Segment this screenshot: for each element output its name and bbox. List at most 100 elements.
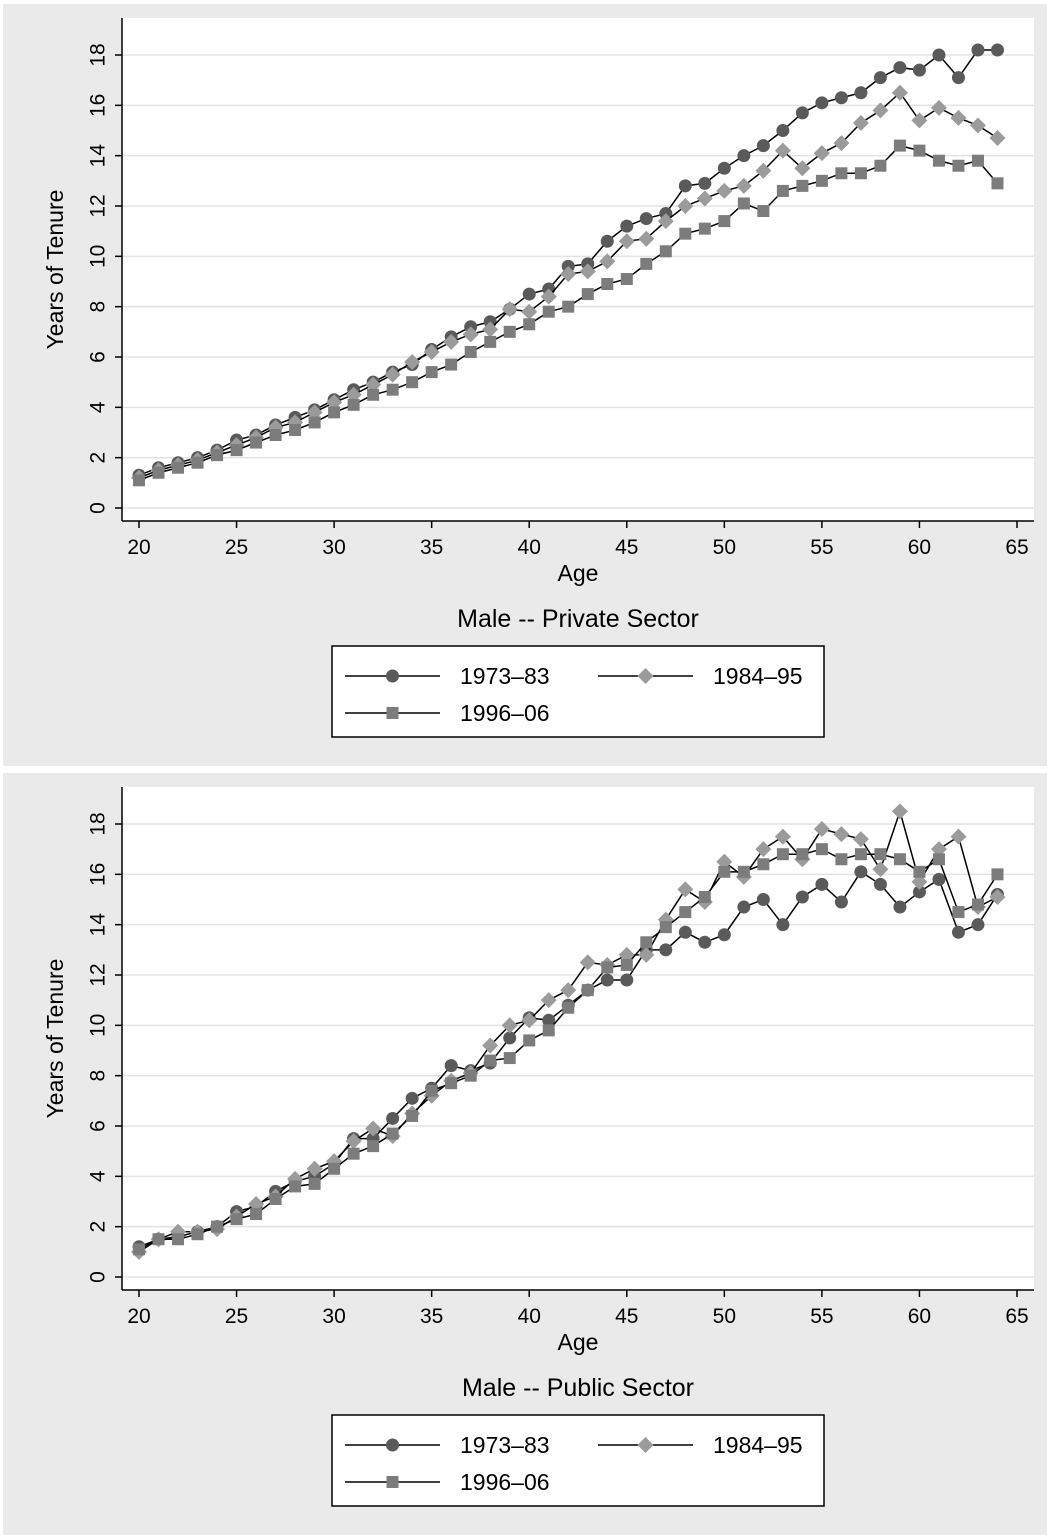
data-point-square (406, 376, 419, 389)
data-point-square (679, 906, 692, 919)
data-point-circle (503, 1031, 517, 1045)
x-tick-label: 35 (420, 536, 443, 559)
data-point-square (425, 1084, 438, 1097)
data-point-square (152, 466, 165, 479)
data-point-square (815, 843, 828, 856)
data-point-circle (678, 179, 692, 193)
data-point-circle (912, 885, 926, 899)
data-point-square (640, 936, 653, 949)
y-tick-label: 4 (87, 1170, 110, 1182)
data-point-square (835, 167, 848, 180)
data-point-square (776, 184, 789, 197)
y-tick-label: 2 (87, 452, 110, 464)
data-point-square (757, 858, 770, 871)
data-point-square (308, 416, 321, 429)
data-point-circle (893, 900, 907, 914)
y-tick-label: 14 (87, 144, 110, 168)
data-point-circle (873, 71, 887, 85)
data-point-square (503, 1052, 516, 1065)
x-tick-label: 25 (225, 1305, 248, 1328)
data-point-diamond (950, 828, 967, 845)
legend-label: 1973–83 (460, 663, 550, 689)
data-point-circle (639, 212, 653, 226)
data-point-square (815, 174, 828, 187)
data-point-square (367, 388, 380, 401)
data-point-circle (620, 219, 634, 233)
data-point-diamond (443, 333, 460, 350)
data-point-square (386, 383, 399, 396)
data-point-diamond (365, 376, 382, 393)
data-point-square (971, 154, 984, 167)
data-point-diamond (852, 114, 869, 131)
data-point-circle (971, 43, 985, 57)
x-tick-label: 60 (908, 1305, 931, 1328)
y-tick-label: 6 (87, 1120, 110, 1132)
data-point-square (718, 865, 731, 878)
data-point-circle (444, 1059, 458, 1073)
data-point-circle (990, 43, 1004, 57)
x-tick-label: 45 (615, 1305, 638, 1328)
data-point-diamond (891, 803, 908, 820)
data-point-diamond (774, 142, 791, 159)
data-point-square (445, 1077, 458, 1090)
data-point-circle (405, 1091, 419, 1105)
data-point-diamond (852, 831, 869, 848)
legend-label: 1996–06 (460, 700, 550, 726)
legend-label: 1984–95 (713, 1432, 803, 1458)
data-point-diamond (930, 841, 947, 858)
y-tick-label: 0 (87, 1271, 110, 1283)
data-point-diamond (813, 821, 830, 838)
data-point-square (269, 429, 282, 442)
data-point-square (523, 1034, 536, 1047)
data-point-square (659, 921, 672, 934)
data-point-circle (737, 900, 751, 914)
x-axis-label: Age (558, 1329, 599, 1355)
data-point-circle (912, 63, 926, 77)
x-tick-label: 25 (225, 536, 248, 559)
data-point-square (133, 1243, 145, 1256)
data-point-square (367, 1140, 380, 1153)
x-tick-label: 20 (127, 536, 150, 559)
data-point-square (737, 865, 750, 878)
data-point-circle (542, 1013, 556, 1027)
data-point-diamond (540, 992, 557, 1009)
data-point-square (347, 1147, 360, 1160)
data-point-circle (854, 86, 868, 100)
data-point-circle (756, 893, 770, 906)
data-point-circle (737, 149, 751, 163)
data-point-square (347, 398, 360, 411)
data-point-square (542, 1024, 555, 1037)
data-point-square (718, 215, 731, 228)
data-point-square (991, 868, 1004, 881)
x-tick-label: 30 (322, 1305, 345, 1328)
data-point-diamond (384, 366, 401, 383)
data-point-square (854, 848, 867, 861)
data-point-diamond (657, 213, 674, 230)
data-point-circle (873, 877, 887, 891)
data-point-square (386, 1127, 399, 1140)
data-point-circle (815, 96, 829, 110)
y-tick-label: 16 (87, 94, 110, 117)
data-point-square (250, 436, 263, 449)
data-point-square (874, 159, 887, 172)
data-point-square (971, 898, 984, 911)
data-point-diamond (501, 1017, 518, 1034)
data-point-diamond (501, 301, 518, 318)
data-point-diamond (872, 102, 889, 119)
data-point-circle (776, 124, 790, 137)
data-point-square (757, 205, 770, 218)
data-point-square (620, 958, 633, 971)
data-point-circle (776, 918, 790, 932)
data-point-square (562, 300, 575, 313)
x-tick-label: 65 (1005, 536, 1028, 559)
data-point-circle (815, 877, 829, 891)
legend-marker-square (386, 707, 399, 719)
y-tick-label: 8 (87, 1070, 110, 1082)
data-point-square (230, 1213, 243, 1226)
data-point-circle (620, 973, 634, 987)
y-tick-label: 10 (87, 245, 110, 268)
data-point-diamond (540, 288, 557, 305)
data-point-diamond (911, 873, 928, 890)
x-tick-label: 40 (518, 1305, 541, 1328)
